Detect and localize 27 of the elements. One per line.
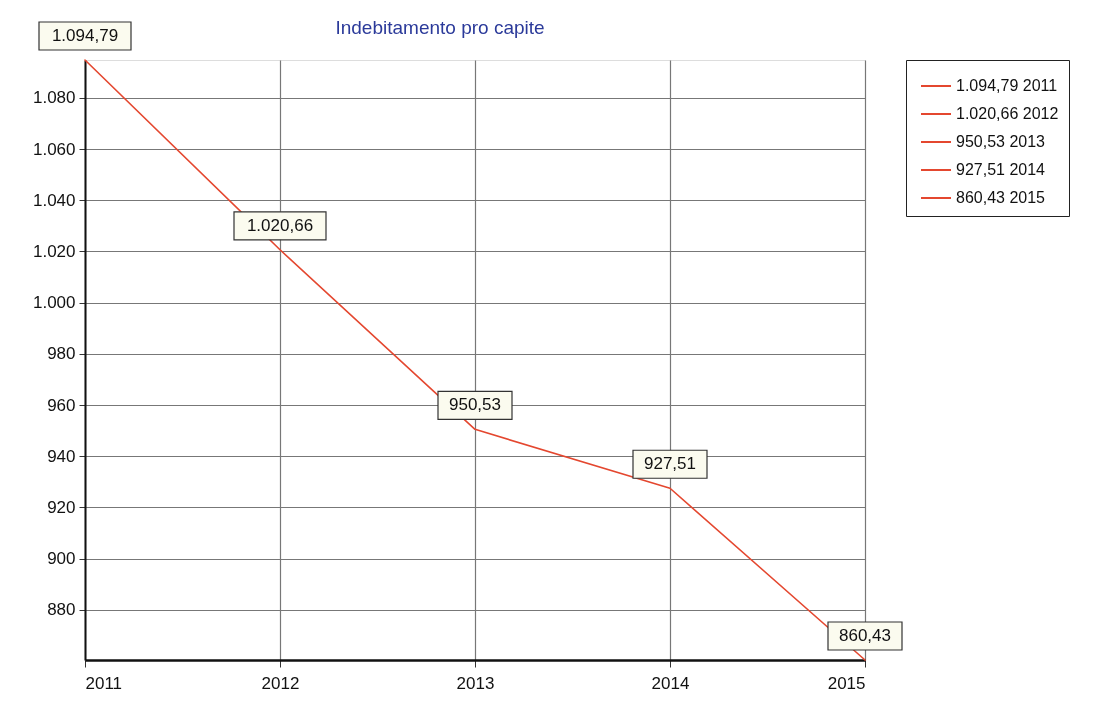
text: 927,51 2014 — [956, 161, 1046, 178]
x-tick-label: 2013 — [456, 673, 495, 693]
x-tick-label: 2012 — [261, 673, 300, 693]
y-tick-label: 960 — [47, 395, 76, 415]
chart-title: Indebitamento pro capite — [335, 17, 545, 39]
data-label: 860,43 — [839, 626, 891, 645]
y-tick-label: 980 — [47, 344, 76, 364]
y-tick-label: 1.060 — [32, 139, 76, 159]
x-tick-label: 2014 — [651, 673, 690, 693]
text: 950,53 2013 — [956, 133, 1046, 150]
data-label: 1.020,66 — [246, 215, 314, 235]
x-tick-label: 2011 — [85, 673, 123, 693]
y-tick-label: 900 — [47, 549, 76, 569]
y-tick-label: 1.020 — [32, 241, 76, 261]
x-tick-label: 2015 — [827, 673, 866, 693]
data-label: 950,53 — [449, 395, 501, 415]
text: 1.094,79 2011 — [956, 77, 1058, 94]
data-label: 927,51 — [644, 454, 696, 474]
data-label: 1.094,79 — [51, 26, 119, 45]
y-tick-label: 1.040 — [32, 190, 76, 210]
y-tick-label: 940 — [47, 446, 76, 466]
y-tick-label: 880 — [47, 600, 76, 620]
y-tick-label: 1.000 — [32, 293, 76, 313]
text: 860,43 2015 — [956, 189, 1046, 206]
y-tick-label: 1.080 — [32, 88, 76, 108]
text: 1.020,66 2012 — [956, 105, 1059, 122]
y-tick-label: 920 — [47, 497, 76, 517]
